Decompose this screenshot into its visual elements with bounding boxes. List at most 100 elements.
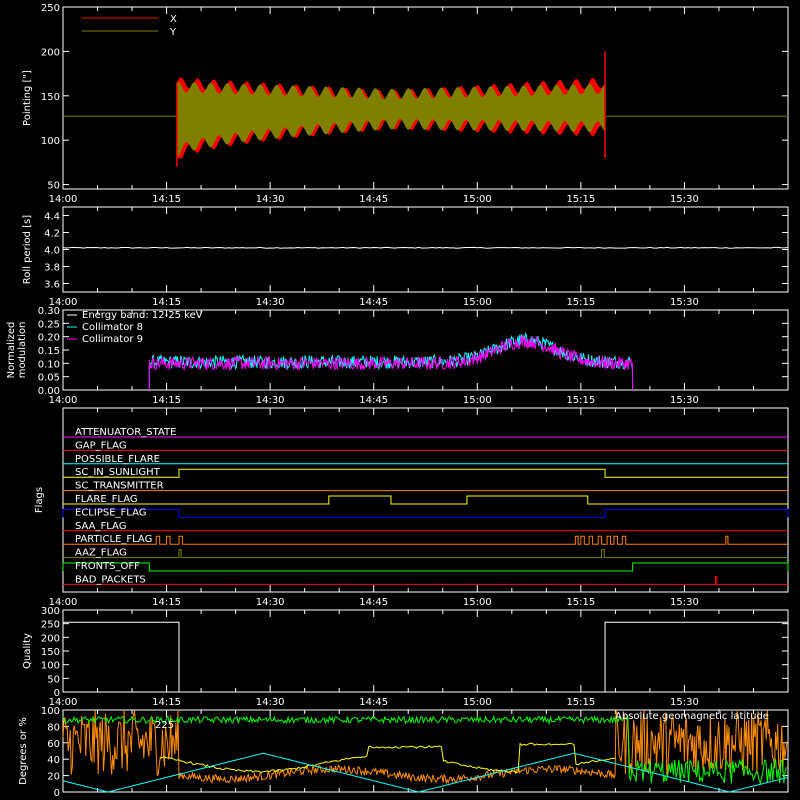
y-tick-label: 200 [41, 47, 60, 58]
x-tick-label: 15:30 [670, 395, 699, 406]
flag-label: GAP_FLAG [75, 440, 127, 451]
y-tick-label: 0.10 [38, 359, 60, 370]
flag-line [62, 562, 789, 572]
plot-frame [62, 309, 789, 391]
x-tick-label: 14:00 [49, 697, 78, 708]
y-axis-label: Roll period [s] [22, 215, 33, 284]
flag-label: POSSIBLE_FLARE [75, 454, 160, 465]
x-tick-label: 14:15 [152, 194, 181, 205]
y-tick-label: 4.4 [44, 212, 60, 223]
panel-geo: 0 20 40 60 80 100 Degrees or % Absolute geomagn… [18, 706, 789, 799]
x-tick-label: 14:00 [49, 597, 78, 608]
y-tick-label: 0 [54, 788, 60, 799]
x-tick-label: 14:45 [359, 297, 388, 308]
y-tick-label: 0.25 [38, 319, 60, 330]
series-orange [62, 710, 788, 785]
x-tick-label: 15:30 [670, 697, 699, 708]
x-tick-label: 14:45 [359, 395, 388, 406]
y-tick-label: 0.30 [38, 306, 60, 317]
y-tick-label: 3.6 [44, 280, 60, 291]
flag-line [62, 508, 789, 518]
legend-label: Collimator 8 [82, 322, 143, 333]
flag-line [63, 535, 788, 545]
x-tick-label: 14:15 [152, 597, 181, 608]
x-tick-label: 14:45 [359, 597, 388, 608]
panel-pointing: 50 100 150 200 250 14:00 14:15 14:30 14:45 15:00 1… [22, 3, 789, 205]
y-axis-label: Flags [34, 487, 45, 513]
series-green [62, 714, 788, 786]
x-tick-label: 14:15 [152, 297, 181, 308]
y-axis-label: modulation [17, 322, 28, 379]
x-tick-label: 14:15 [152, 395, 181, 406]
flag-label: AAZ_FLAG [75, 548, 127, 559]
x-tick-label: 14:30 [256, 194, 285, 205]
flag-line [63, 575, 788, 585]
y-tick-label: 0.20 [38, 333, 60, 344]
x-tick-label: 15:15 [566, 697, 595, 708]
x-tick-label: 15:00 [463, 194, 492, 205]
y-axis-label: Quality [22, 633, 33, 669]
legend-label: 225 [155, 720, 174, 731]
x-tick-label: 15:15 [566, 395, 595, 406]
x-tick-label: 14:30 [256, 395, 285, 406]
x-tick-label: 14:45 [359, 697, 388, 708]
y-tick-label: 100 [41, 706, 60, 717]
x-tick-label: 14:00 [49, 395, 78, 406]
x-tick-label: 15:15 [566, 597, 595, 608]
y-tick-label: 40 [47, 755, 60, 766]
plot-frame [62, 709, 789, 793]
plot-frame [62, 6, 789, 190]
panel-modulation: 0.00 0.05 0.10 0.15 0.20 0.25 0.30 14:00 14:15 14… [6, 306, 789, 406]
series-yellow [159, 742, 616, 774]
flag-label: PARTICLE_FLAG [75, 534, 152, 545]
flag-label: SC_TRANSMITTER [75, 481, 164, 492]
y-tick-label: 4.0 [44, 246, 60, 257]
x-tick-label: 14:45 [359, 194, 388, 205]
quality-line [63, 621, 788, 693]
y-tick-label: 0.15 [38, 346, 60, 357]
y-tick-label: 0.05 [38, 373, 60, 384]
y-tick-label: 0 [54, 688, 60, 699]
legend-label: Absolute geomagnetic latitude [615, 711, 769, 722]
x-tick-label: 14:30 [256, 297, 285, 308]
flag-label: ECLIPSE_FLAG [75, 507, 146, 518]
y-axis-label: Degrees or % [18, 717, 29, 785]
x-tick-label: 15:00 [463, 395, 492, 406]
legend-label: Y [169, 27, 177, 38]
x-tick-label: 14:00 [49, 194, 78, 205]
flag-label: SAA_FLAG [75, 521, 126, 532]
x-tick-label: 15:30 [670, 194, 699, 205]
flag-line [63, 468, 788, 478]
y-tick-label: 3.8 [44, 263, 60, 274]
x-tick-label: 14:00 [49, 297, 78, 308]
y-tick-label: 80 [47, 722, 60, 733]
x-tick-label: 15:15 [566, 297, 595, 308]
panel-flags: 14:00 14:15 14:30 14:45 15:00 15:15 15:30 Flags… [34, 407, 789, 608]
y-tick-label: 150 [41, 647, 60, 658]
flag-label: ATTENUATOR_STATE [75, 427, 176, 438]
legend-label: Energy band: 12-25 keV [82, 310, 203, 321]
y-tick-label: 100 [41, 661, 60, 672]
y-tick-label: 50 [47, 181, 60, 192]
x-tick-label: 14:30 [256, 697, 285, 708]
y-tick-label: 4.2 [44, 229, 60, 240]
plot-frame [62, 407, 789, 593]
series-latitude [62, 752, 789, 793]
panel-quality: 0 50 100 150 200 250 300 14:00 14:15 14:30 14:45 15… [22, 606, 789, 708]
y-tick-label: 20 [47, 772, 60, 783]
y-axis-label: Normalized [6, 322, 17, 379]
x-tick-label: 15:30 [670, 597, 699, 608]
x-tick-label: 14:15 [152, 697, 181, 708]
series-y-band [176, 81, 606, 159]
legend-label: Collimator 9 [82, 334, 143, 345]
series-collimator-9 [148, 334, 634, 391]
flag-label: BAD_PACKETS [75, 574, 146, 585]
roll-period-line [62, 246, 789, 249]
x-tick-label: 15:15 [566, 194, 595, 205]
plot-frame [62, 206, 789, 293]
flag-label: FLARE_FLAG [75, 494, 138, 505]
x-tick-label: 15:00 [463, 697, 492, 708]
x-tick-label: 15:30 [670, 297, 699, 308]
y-axis-label: Pointing ["] [22, 70, 33, 126]
